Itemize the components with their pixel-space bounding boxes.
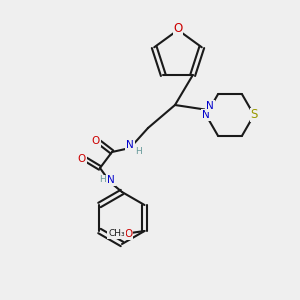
- Text: N: N: [126, 140, 134, 150]
- Text: N: N: [107, 175, 115, 185]
- Text: N: N: [202, 110, 210, 120]
- Text: N: N: [206, 101, 214, 111]
- Text: O: O: [124, 229, 133, 239]
- Text: O: O: [78, 154, 86, 164]
- Text: O: O: [92, 136, 100, 146]
- Text: S: S: [250, 109, 258, 122]
- Text: H: H: [99, 176, 105, 184]
- Text: CH₃: CH₃: [108, 230, 125, 238]
- Text: O: O: [173, 22, 183, 34]
- Text: H: H: [135, 146, 141, 155]
